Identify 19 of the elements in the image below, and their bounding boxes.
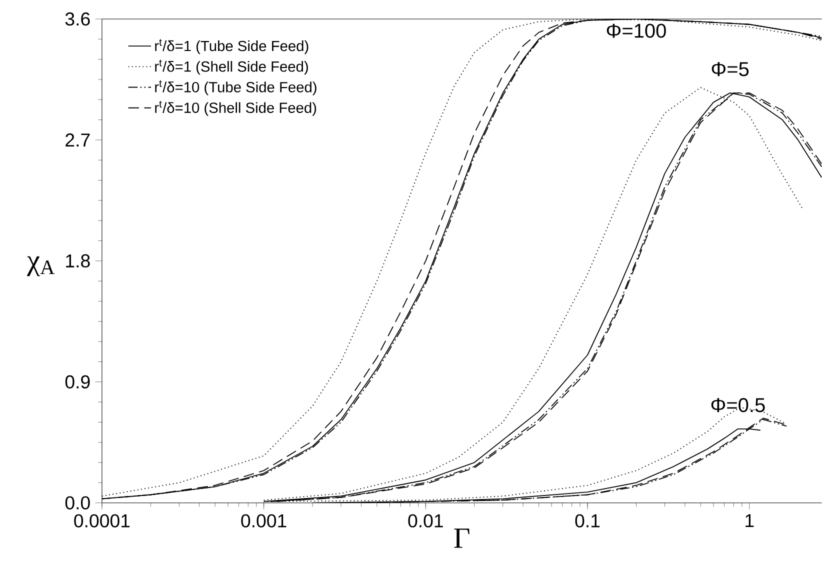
y-tick-label: 0.9 [65,375,90,389]
legend-label: r$^{t}$/δ=10 (Tube Side Feed) [155,80,316,96]
y-tick-label: 0.0 [65,496,90,510]
x-axis-title: Γ [454,528,470,548]
y-tick-label: 2.7 [66,134,90,147]
x-tick-label: 0.1 [575,514,600,528]
legend-label: r$^{t}$/δ=1 (Tube Side Feed) [155,39,308,54]
annotation: Φ=5 [712,62,749,76]
x-tick-label: 0.0001 [74,514,130,528]
legend-label: r$^{t}$/δ=10 (Shell Side Feed) [155,100,316,116]
x-tick-label: 0.01 [408,514,443,528]
y-tick-label: 3.6 [65,12,90,26]
annotation: Φ=100 [606,24,666,38]
y-tick-label: 1.8 [66,254,90,268]
x-tick-label: 0.001 [241,514,286,528]
y-axis-title: χ$_{A}$ [26,256,55,276]
legend-label: r$^{t}$/δ=1 (Shell Side Feed) [155,60,308,75]
x-tick-label: 1 [746,514,754,528]
annotation: Φ=0.5 [711,398,765,412]
